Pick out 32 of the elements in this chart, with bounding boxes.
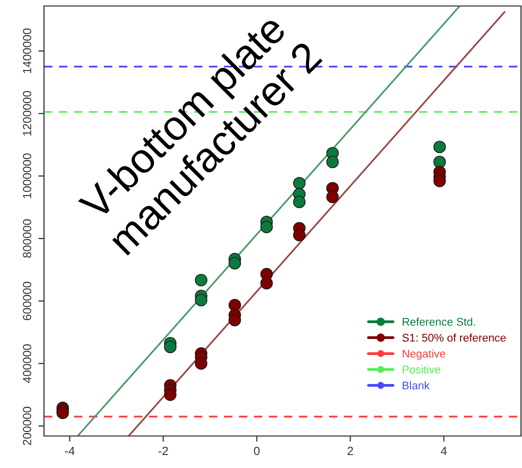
y-tick-label: 200000 [22, 406, 32, 446]
point [194, 294, 208, 306]
legend-label: Negative [402, 349, 446, 360]
point [56, 406, 69, 420]
point [228, 314, 242, 326]
y-tick-label: 1000000 [22, 153, 32, 198]
y-tick-label: 1400000 [22, 28, 32, 74]
legend-label: Positive [402, 365, 440, 374]
y-tick-label: 400000 [22, 344, 32, 383]
x-tick-label: 4 [440, 446, 447, 455]
point [228, 256, 242, 270]
x-tick-label: -4 [64, 446, 75, 455]
legend-label: Blank [402, 381, 430, 390]
legend-label: Reference Std. [402, 318, 475, 326]
x-tick-label: 2 [348, 446, 353, 455]
point [194, 274, 208, 286]
point [433, 174, 446, 188]
point [228, 298, 242, 312]
point [433, 156, 446, 168]
point [260, 276, 273, 290]
x-tick-label: 0 [254, 446, 260, 456]
y-tick-label: 800000 [22, 219, 32, 258]
point [326, 156, 339, 168]
y-tick-label: 600000 [22, 282, 32, 320]
point [164, 340, 176, 354]
x-tick-label: -2 [158, 446, 168, 455]
point [194, 357, 208, 370]
y-tick-label: 1200000 [22, 90, 32, 136]
point [164, 388, 176, 401]
point [326, 190, 339, 204]
point [433, 140, 446, 154]
legend-label: S1: 50% of reference [402, 334, 506, 342]
